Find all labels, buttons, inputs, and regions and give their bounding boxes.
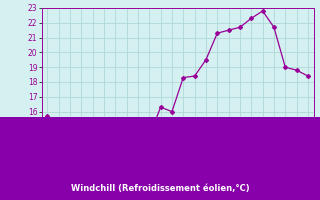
- Text: Windchill (Refroidissement éolien,°C): Windchill (Refroidissement éolien,°C): [71, 184, 249, 194]
